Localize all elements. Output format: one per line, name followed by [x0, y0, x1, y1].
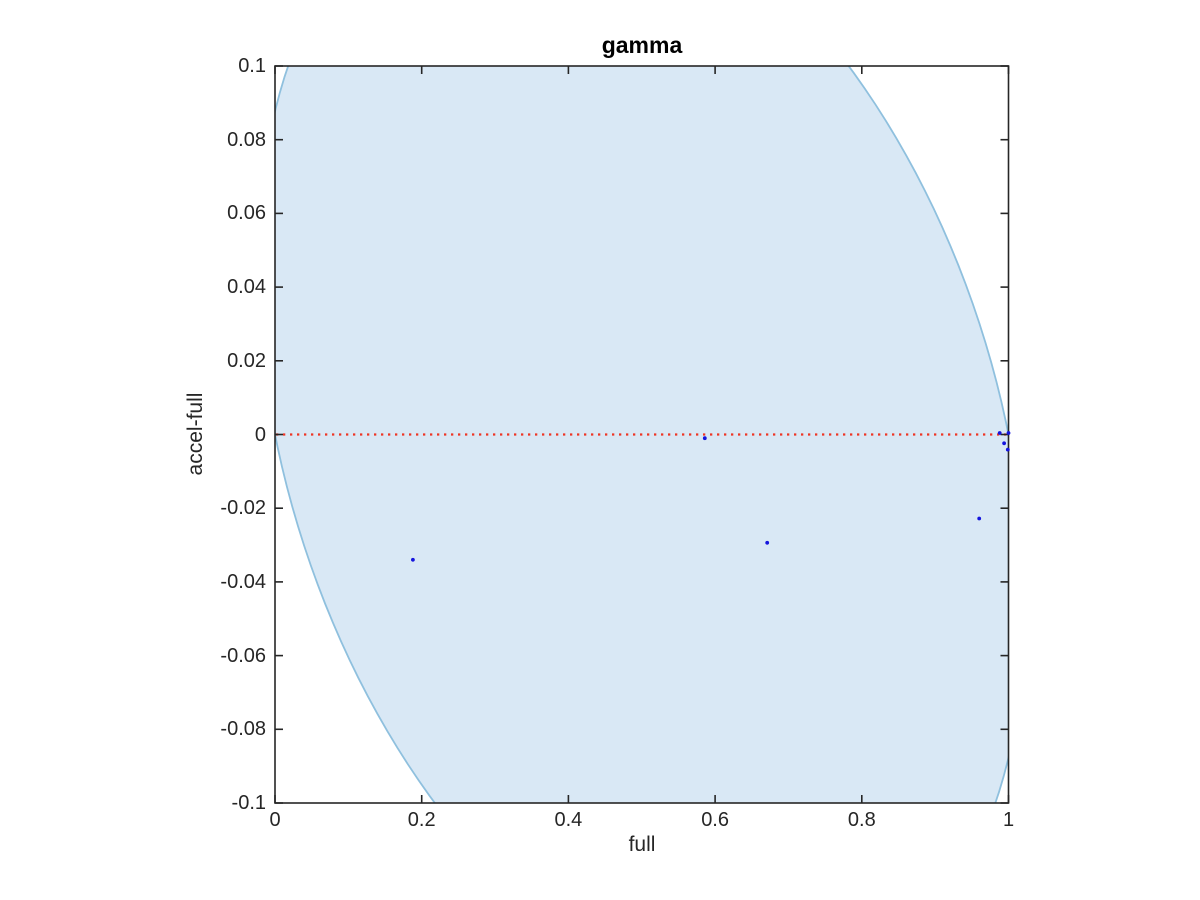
y-tick-label: -0.1: [231, 792, 266, 814]
x-axis-label: full: [628, 833, 656, 856]
y-tick-label: 0.06: [227, 202, 266, 225]
y-tick-label: 0.08: [227, 128, 266, 151]
y-tick-label: 0.1: [238, 55, 266, 77]
y-tick-label: -0.04: [220, 570, 266, 593]
x-tick-label: 0.4: [554, 809, 583, 831]
y-tick-label: -0.02: [220, 497, 266, 520]
data-point: [1006, 431, 1011, 435]
x-tick-label: 1: [1002, 809, 1015, 831]
data-point: [977, 516, 982, 521]
y-tick-label: 0: [254, 423, 266, 446]
y-tick-label: -0.06: [220, 644, 266, 667]
data-point: [1005, 447, 1010, 452]
y-tick-label: 0.02: [227, 349, 266, 372]
data-point: [765, 540, 770, 545]
x-tick-label: 0.8: [847, 809, 876, 831]
data-point: [411, 557, 415, 562]
x-tick-label: 0: [269, 809, 281, 831]
x-tick-label: 0.6: [701, 809, 729, 831]
shaded-region: [275, 66, 1009, 803]
y-tick-label: -0.08: [220, 718, 266, 741]
chart-title: gamma: [601, 32, 683, 58]
y-tick-label: 0.04: [227, 276, 266, 299]
x-tick-label: 0.2: [407, 809, 436, 831]
data-point: [702, 436, 707, 441]
data-point: [1002, 441, 1006, 446]
data-point: [997, 431, 1002, 435]
